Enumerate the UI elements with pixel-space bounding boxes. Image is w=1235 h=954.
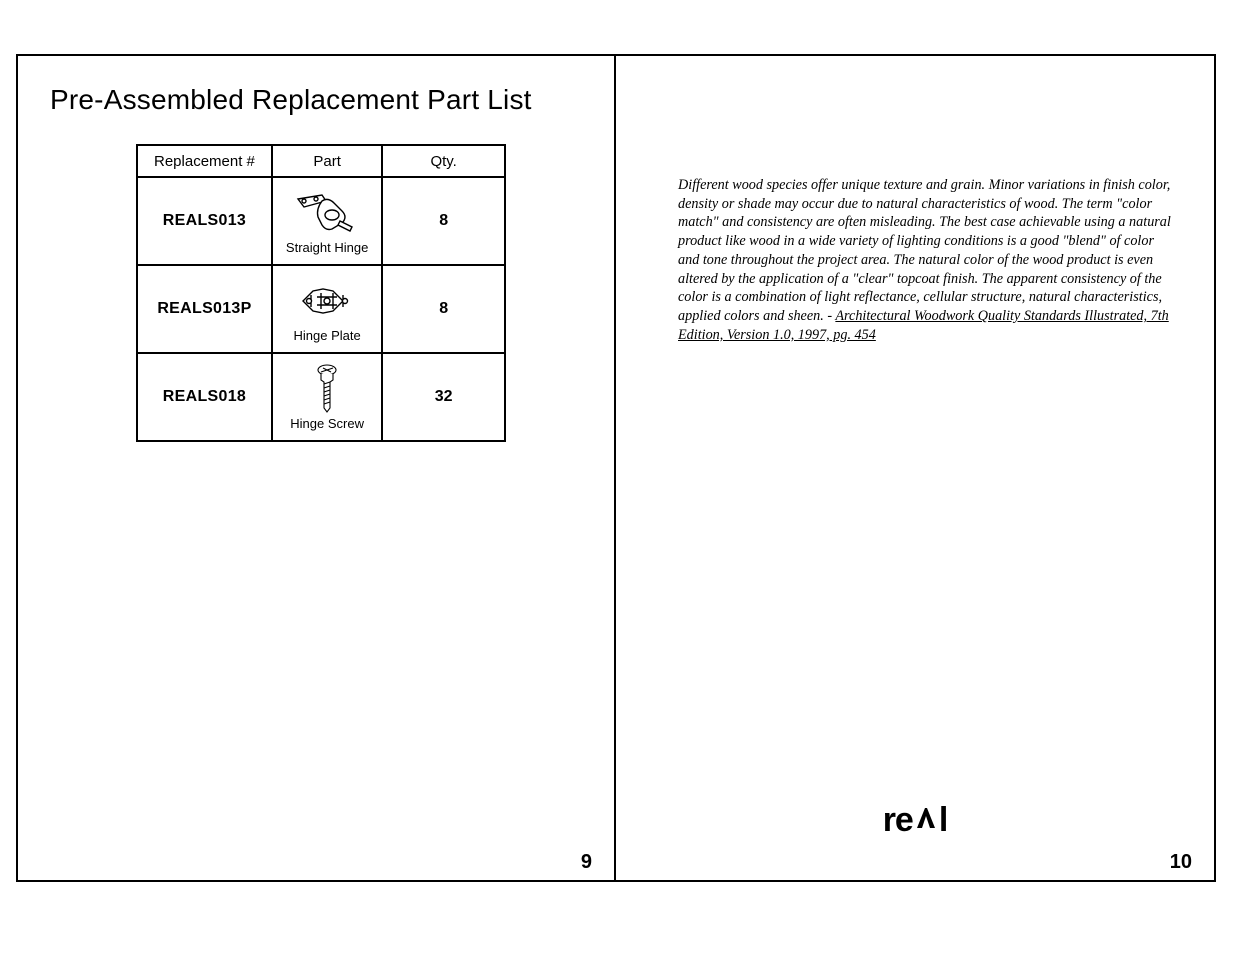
table-row: REALS018 <box>137 353 505 441</box>
page-left: Pre-Assembled Replacement Part List Repl… <box>18 56 616 880</box>
cell-part: Hinge Plate <box>272 265 382 353</box>
page-title: Pre-Assembled Replacement Part List <box>50 84 582 116</box>
wood-note-body: Different wood species offer unique text… <box>678 177 1171 324</box>
table-row: REALS013P <box>137 265 505 353</box>
cell-qty: 8 <box>382 177 505 265</box>
cell-replacement-number: REALS018 <box>137 353 272 441</box>
brand-logo: re l <box>616 801 1214 840</box>
qty-value: 32 <box>435 388 453 405</box>
cell-qty: 32 <box>382 353 505 441</box>
hinge-screw-icon <box>273 364 381 414</box>
brand-logo-pre: re <box>883 801 913 840</box>
qty-value: 8 <box>439 212 448 229</box>
parts-table: Replacement # Part Qty. REALS013 <box>136 144 506 442</box>
replacement-number: REALS018 <box>163 388 246 405</box>
part-caption: Hinge Screw <box>273 416 381 431</box>
replacement-number: REALS013 <box>163 212 246 229</box>
page-number-right: 10 <box>1170 851 1192 874</box>
cell-replacement-number: REALS013 <box>137 177 272 265</box>
cell-part: Hinge Screw <box>272 353 382 441</box>
page-number-left: 9 <box>581 851 592 874</box>
hinge-plate-icon <box>273 276 381 326</box>
part-caption: Straight Hinge <box>273 240 381 255</box>
replacement-number: REALS013P <box>157 300 251 317</box>
table-row: REALS013 <box>137 177 505 265</box>
page-spread: Pre-Assembled Replacement Part List Repl… <box>16 54 1216 882</box>
col-header-part: Part <box>272 145 382 177</box>
page-right: Different wood species offer unique text… <box>616 56 1214 880</box>
col-header-qty: Qty. <box>382 145 505 177</box>
cell-qty: 8 <box>382 265 505 353</box>
qty-value: 8 <box>439 300 448 317</box>
cell-replacement-number: REALS013P <box>137 265 272 353</box>
brand-logo-post: l <box>939 801 947 840</box>
straight-hinge-icon <box>273 188 381 238</box>
wood-species-note: Different wood species offer unique text… <box>678 176 1172 345</box>
brand-logo-lambda-icon <box>913 800 939 839</box>
col-header-replacement: Replacement # <box>137 145 272 177</box>
part-caption: Hinge Plate <box>273 328 381 343</box>
cell-part: Straight Hinge <box>272 177 382 265</box>
table-header-row: Replacement # Part Qty. <box>137 145 505 177</box>
